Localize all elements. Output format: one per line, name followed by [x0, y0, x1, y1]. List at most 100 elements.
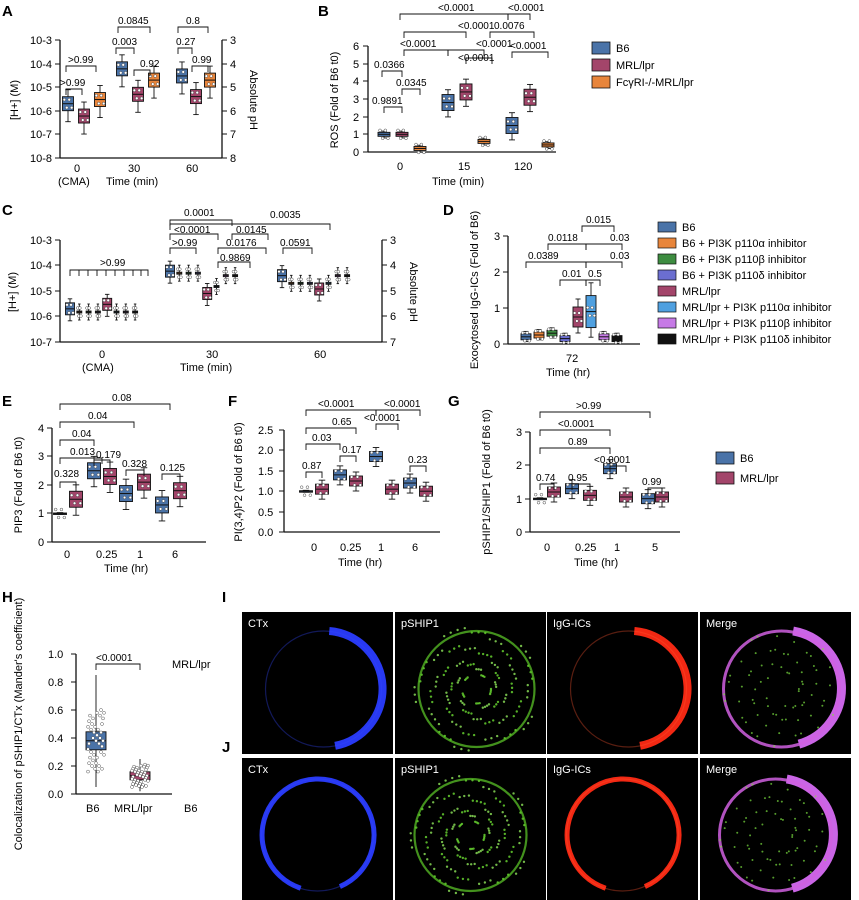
panel-label-d: D: [443, 202, 454, 219]
legend-label: B6: [616, 43, 629, 55]
g-brackets: [539, 411, 663, 494]
b-box: [541, 139, 555, 151]
a-pvalue: 0.92: [140, 59, 160, 70]
c-pvalue: 0.0145: [236, 225, 267, 236]
f-ytick: 1.5: [258, 466, 273, 478]
panel-label-b: B: [318, 3, 329, 20]
c-box: [113, 303, 120, 321]
panel-g-chart: 0 1 2 3 pSHIP1/SHIP1 (Fold of B6 t0) 0 0…: [481, 401, 680, 569]
a-pvalue: 0.0845: [118, 16, 149, 27]
b-box: [377, 128, 391, 140]
e-pvalue: 0.179: [96, 450, 121, 461]
c-pvalue: 0.9869: [220, 253, 251, 264]
f-ylabel: PI(3,4)P2 (Fold of B6 t0): [233, 422, 245, 541]
a-ytick: 10-8: [30, 153, 52, 165]
d-xtick: 72: [566, 353, 578, 365]
c-box: [222, 267, 230, 285]
d-box: [546, 327, 558, 339]
d-box: [520, 330, 532, 343]
a-box: [148, 65, 160, 99]
f-xtick: 0.25: [340, 542, 361, 554]
a-ytick: 10-3: [30, 35, 52, 47]
a-box: [190, 82, 202, 116]
c-box: [194, 264, 202, 282]
a-yticks: 10-3 10-4 10-5 10-6 10-7 10-8: [30, 35, 60, 165]
legend-label: MRL/lpr: [682, 286, 721, 298]
a-pvalue: 0.8: [186, 16, 200, 27]
c-box: [231, 267, 239, 285]
b-box: [505, 112, 519, 141]
b-ytick: 5: [353, 59, 359, 71]
g-pvalue: <0.0001: [558, 419, 595, 430]
a-y2tick: 5: [230, 82, 236, 94]
h-ytick: 1.0: [48, 649, 63, 661]
a-pvalue: >0.99: [60, 78, 86, 89]
g-ytick: 2: [516, 460, 522, 472]
h-ytick: 0.6: [48, 705, 63, 717]
b-xlabel: Time (min): [432, 176, 484, 188]
panel-f-chart: 0.0 0.5 1.0 1.5 2.0 2.5 PI(3,4)P2 (Fold …: [233, 399, 440, 569]
e-xtick: 0.25: [96, 549, 117, 561]
c-box: [297, 274, 304, 292]
a-box: [176, 61, 188, 95]
a-ytick: 10-6: [30, 106, 52, 118]
row-label-mrl: MRL/lpr: [172, 659, 211, 671]
h-ytick: 0.0: [48, 789, 63, 801]
c-y2tick: 4: [390, 260, 396, 272]
d-pvalue: 0.0389: [528, 251, 559, 262]
g-pvalue: 0.95: [568, 473, 588, 484]
c-box: [85, 303, 92, 321]
b-box: [395, 128, 409, 140]
b-box: [477, 135, 491, 148]
c-box: [277, 265, 287, 289]
c-box: [213, 278, 220, 295]
legend-ab: B6 MRL/lpr FcγRI-/-MRL/lpr: [591, 41, 694, 89]
d-boxes: [520, 282, 623, 345]
a-pvalue: 0.99: [192, 55, 212, 66]
d-box: [559, 332, 571, 345]
c-y2label: Absolute pH: [407, 262, 419, 322]
c-box: [131, 303, 139, 321]
f-boxes: [299, 447, 433, 502]
b-pvalue: <0.0001: [400, 39, 437, 50]
f-xtick: 0: [311, 542, 317, 554]
f-pvalue: 0.23: [408, 455, 428, 466]
a-xtick: 30: [128, 163, 140, 175]
c-y2tick: 7: [390, 337, 396, 349]
a-xsub: (CMA): [58, 176, 90, 188]
d-pvalue: 0.03: [610, 233, 630, 244]
a-box: [116, 54, 128, 88]
b-pvalue: 0.0345: [396, 78, 427, 89]
g-pvalue: 0.89: [568, 437, 588, 448]
c-pvalue: 0.0591: [280, 238, 311, 249]
a-y2tick: 8: [230, 153, 236, 165]
h-xtick: MRL/lpr: [114, 803, 153, 815]
a-pvalue: 0.003: [112, 37, 137, 48]
f-pvalue: 0.87: [302, 461, 322, 472]
d-pvalue: 0.03: [610, 251, 630, 262]
b-ytick: 0: [353, 147, 359, 159]
b-boxes: [377, 78, 555, 155]
g-pvalue: >0.99: [576, 401, 602, 412]
panel-b-chart: 0 1 2 3 4 5 6 ROS (Fold of B6 t0) 0 15 1…: [329, 3, 556, 188]
e-pvalue: 0.328: [54, 469, 79, 480]
a-y2label: Absolute pH: [247, 70, 259, 130]
panel-a-chart: 10-3 10-4 10-5 10-6 10-7 10-8 3 4 5 6 7 …: [9, 16, 259, 188]
d-ytick: 2: [494, 267, 500, 279]
e-xtick: 0: [64, 549, 70, 561]
b-pvalue: 0.0076: [494, 21, 525, 32]
micro-channel-label: CTx: [248, 618, 269, 630]
c-yticks: 10-3 10-4 10-5 10-6 10-7: [30, 235, 60, 349]
legend-label: B6: [740, 453, 753, 465]
f-pvalue: 0.65: [332, 417, 352, 428]
e-pvalue: 0.328: [122, 459, 147, 470]
b-ytick: 2: [353, 112, 359, 124]
b-xtick: 15: [458, 161, 470, 173]
a-boxes: [62, 54, 216, 135]
legend-label: B6 + PI3K p110β inhibitor: [682, 254, 807, 266]
d-pvalue: 0.015: [586, 215, 611, 226]
panel-label-g: G: [448, 393, 460, 410]
a-y2tick: 6: [230, 106, 236, 118]
f-box: [315, 479, 329, 500]
f-pvalue: 0.03: [312, 433, 332, 444]
